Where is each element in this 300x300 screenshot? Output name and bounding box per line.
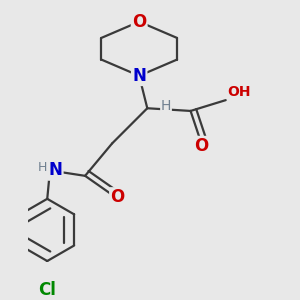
Text: N: N — [132, 67, 146, 85]
Text: Cl: Cl — [38, 281, 56, 299]
Text: N: N — [48, 161, 62, 179]
Text: O: O — [194, 137, 208, 155]
Text: H: H — [161, 98, 171, 112]
Text: OH: OH — [227, 85, 250, 99]
Text: O: O — [132, 13, 146, 31]
Text: O: O — [110, 188, 125, 206]
Text: H: H — [38, 161, 47, 174]
